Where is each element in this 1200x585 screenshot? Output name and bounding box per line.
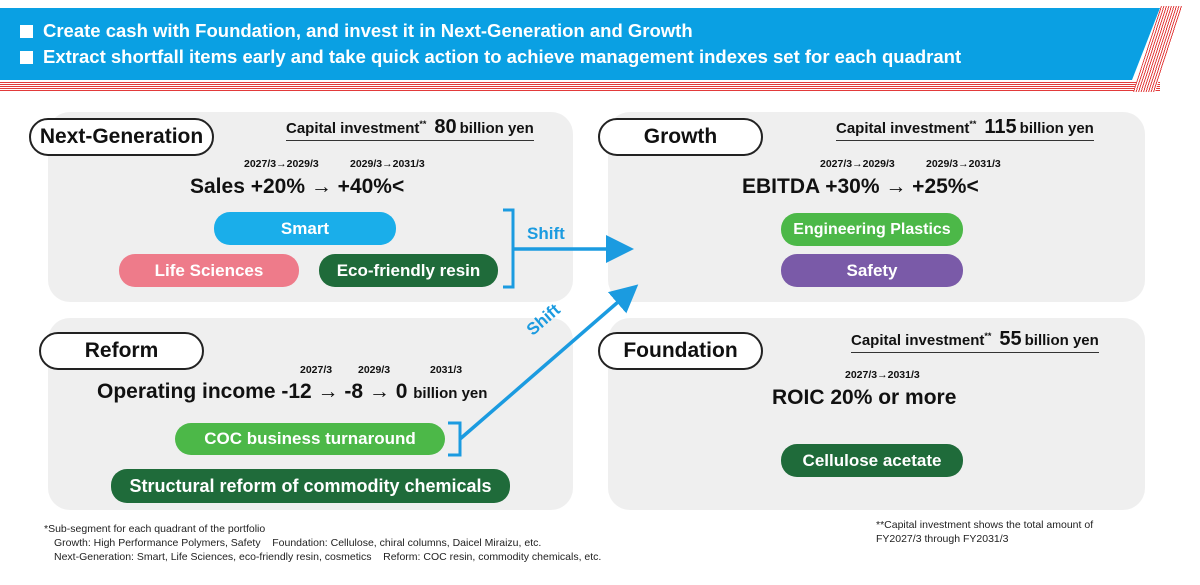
capinv-mark: ** [969,119,977,129]
header-banner [0,8,1160,80]
square-bullet-icon [20,24,33,38]
footnote-cap-2: FY2027/3 through FY2031/3 [876,533,1009,545]
square-bullet-icon [20,50,33,64]
reform-metric: Operating income -12 → -8 → 0 billion ye… [97,380,487,404]
capinv-value: 115 [984,116,1017,138]
next-generation-capital-investment: Capital investment** 80 billion yen [286,116,534,141]
capinv-label: Capital investment [286,120,420,137]
reform-label: Reform [39,332,204,370]
reform-year-3: 2031/3 [430,364,463,376]
pill-engineering-plastics: Engineering Plastics [781,213,963,246]
foundation-metric: ROIC 20% or more [772,386,957,409]
growth-metric: EBITDA +30% → +25%< [742,175,979,198]
capinv-unit: billion yen [459,120,534,137]
bracket-next-generation [503,208,515,289]
capinv-value: 55 [999,328,1022,350]
pill-structural-reform: Structural reform of commodity chemicals [111,469,510,503]
growth-period-1: 2027/3→2029/3 [820,158,895,170]
bracket-coc [448,421,462,457]
next-generation-period-1: 2027/3→2029/3 [244,158,319,170]
footnote-cap-1: **Capital investment shows the total amo… [876,519,1094,531]
pill-safety: Safety [781,254,963,287]
footnote-capital-investment: **Capital investment shows the total amo… [876,518,1093,546]
reform-year-2: 2029/3 [358,364,391,376]
shift-label-horizontal: Shift [527,224,565,243]
next-generation-metric: Sales +20% → +40%< [190,175,405,198]
header-line-1-text: Create cash with Foundation, and invest … [43,20,693,41]
foundation-label: Foundation [598,332,763,370]
reform-year-1: 2027/3 [300,364,333,376]
next-generation-label: Next-Generation [29,118,214,156]
foundation-period: 2027/3→2031/3 [845,369,920,381]
capinv-unit: billion yen [1019,120,1094,137]
growth-label: Growth [598,118,763,156]
header-line-2-text: Extract shortfall items early and take q… [43,46,962,67]
reform-metric-text: Operating income -12 → -8 → 0 [97,380,408,403]
pill-life-sciences: Life Sciences [119,254,299,287]
capinv-label: Capital investment [836,120,970,137]
growth-period-2: 2029/3→2031/3 [926,158,1001,170]
capinv-mark: ** [419,119,427,129]
next-generation-period-2: 2029/3→2031/3 [350,158,425,170]
foundation-capital-investment: Capital investment** 55 billion yen [851,328,1099,353]
footnote-sub-1: *Sub-segment for each quadrant of the po… [44,523,266,535]
footnote-sub-3: Next-Generation: Smart, Life Sciences, e… [54,551,602,563]
capinv-unit: billion yen [1024,332,1099,349]
growth-capital-investment: Capital investment** 115 billion yen [836,116,1094,141]
header-line-1: Create cash with Foundation, and invest … [20,18,693,44]
footnote-sub-segment: *Sub-segment for each quadrant of the po… [44,522,601,564]
capinv-label: Capital investment [851,332,985,349]
capinv-value: 80 [434,116,457,138]
arrow-to-growth-diagonal [458,284,639,441]
footnote-sub-2: Growth: High Performance Polymers, Safet… [54,537,542,549]
pill-coc-business-turnaround: COC business turnaround [175,423,445,455]
header-line-2: Extract shortfall items early and take q… [20,44,961,70]
reform-metric-unit: billion yen [413,385,488,402]
capinv-mark: ** [984,331,992,341]
pill-smart: Smart [214,212,396,245]
pill-cellulose-acetate: Cellulose acetate [781,444,963,477]
header-stripes [0,82,1160,92]
pill-eco-friendly-resin: Eco-friendly resin [319,254,498,287]
